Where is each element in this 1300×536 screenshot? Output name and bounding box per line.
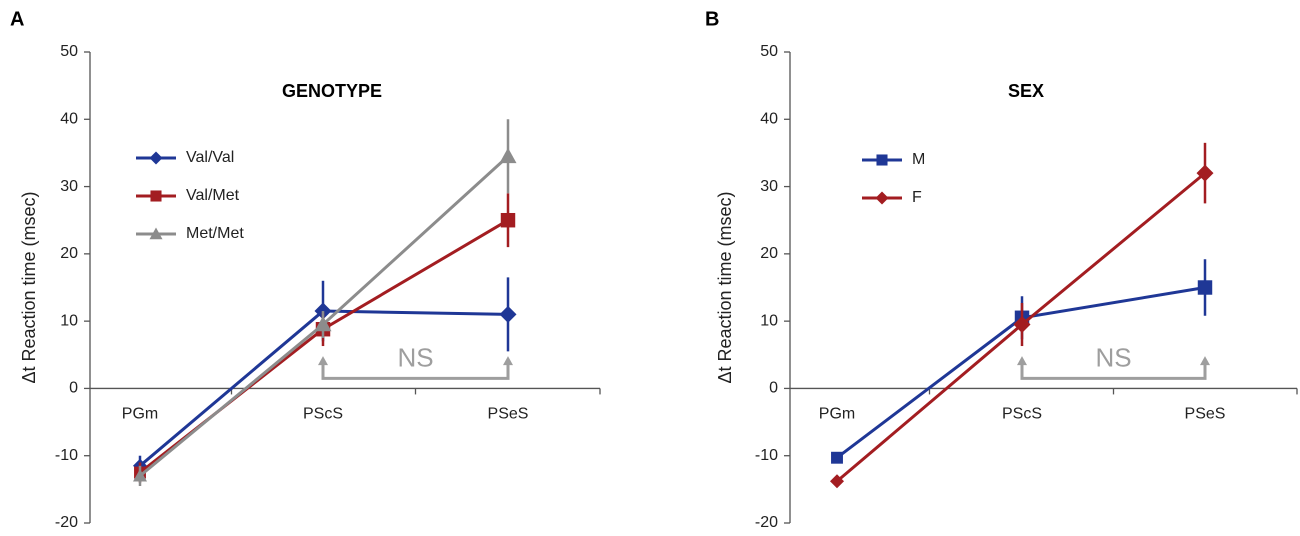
data-point [831, 451, 843, 464]
y-tick-label: 10 [60, 312, 78, 329]
ns-arrowhead [503, 356, 513, 366]
legend-label: Val/Val [186, 149, 234, 166]
y-tick-label: 50 [760, 43, 778, 60]
y-tick-label: -10 [55, 447, 78, 464]
legend-item: Val/Val [136, 149, 234, 166]
x-tick-label: PSeS [488, 406, 529, 423]
data-point [500, 212, 516, 228]
legend-item: M [862, 151, 925, 168]
legend-item: Met/Met [136, 225, 244, 242]
ns-annotation: NS [1017, 342, 1210, 380]
y-tick-label: 40 [60, 111, 78, 128]
chart-title: SEX [1008, 81, 1044, 101]
data-point [133, 468, 147, 482]
legend-label: Val/Met [186, 187, 240, 204]
y-tick-label: -20 [55, 514, 78, 531]
legend-marker [875, 191, 889, 205]
data-point [499, 147, 517, 164]
data-point [314, 316, 332, 332]
y-tick-label: 0 [769, 380, 778, 397]
series-met-met [133, 119, 517, 486]
legend-item: F [862, 189, 922, 206]
series-f [830, 142, 1214, 489]
legend-marker [149, 151, 163, 165]
x-tick-label: PGm [819, 406, 855, 423]
ns-label: NS [397, 342, 433, 372]
panel-label: B [705, 8, 719, 30]
legend-marker [150, 190, 162, 202]
y-tick-label: 10 [760, 312, 778, 329]
y-tick-label: -20 [755, 514, 778, 531]
data-point [499, 305, 517, 323]
legend-label: M [912, 151, 925, 168]
x-tick-label: PGm [122, 406, 158, 423]
x-tick-label: PSeS [1185, 406, 1226, 423]
panel-a: A GENOTYPE -20 -10 0 10 20 30 40 50 PGm PScS PSeS Δt … [10, 8, 601, 531]
data-point [1197, 280, 1213, 295]
legend-label: F [912, 189, 922, 206]
legend-marker [149, 227, 163, 240]
chart-title: GENOTYPE [282, 81, 382, 101]
y-tick-label: 50 [60, 43, 78, 60]
ns-bracket [1020, 364, 1207, 380]
y-tick-label: 30 [60, 178, 78, 195]
legend-marker [876, 154, 888, 166]
ns-annotation: NS [318, 342, 513, 380]
ns-arrowhead [318, 356, 328, 366]
y-tick-label: -10 [755, 447, 778, 464]
x-tick-label: PScS [303, 406, 343, 423]
panel-label: A [10, 8, 24, 30]
series-val-val [133, 277, 517, 476]
data-point [1196, 164, 1214, 182]
y-tick-label: 20 [760, 245, 778, 262]
data-point [1013, 316, 1031, 334]
y-tick-label: 20 [60, 245, 78, 262]
ns-label: NS [1095, 342, 1131, 372]
y-axis-label: Δt Reaction time (msec) [19, 191, 39, 383]
y-tick-label: 30 [760, 178, 778, 195]
x-tick-label: PScS [1002, 406, 1042, 423]
ns-bracket [321, 364, 510, 380]
ns-arrowhead [1200, 356, 1210, 366]
legend-label: Met/Met [186, 225, 244, 242]
series-line [139, 218, 509, 474]
panel-b: B SEX -20 -10 0 10 20 30 40 50 PGm PScS PSeS Δt React… [705, 8, 1298, 531]
data-point [830, 474, 844, 489]
y-tick-label: 0 [69, 380, 78, 397]
legend-item: Val/Met [136, 187, 240, 204]
ns-arrowhead [1017, 356, 1027, 366]
y-tick-label: 40 [760, 111, 778, 128]
y-axis-label: Δt Reaction time (msec) [715, 191, 735, 383]
